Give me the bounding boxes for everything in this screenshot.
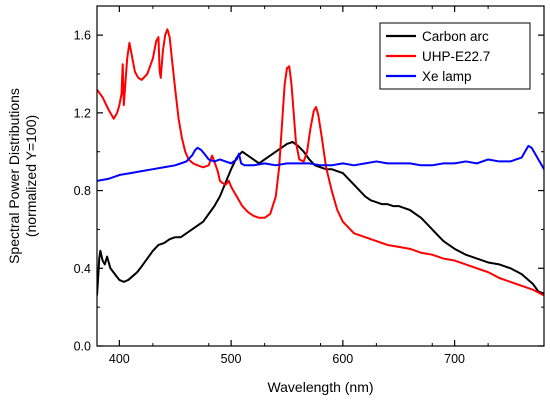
x-tick-label-400: 400 bbox=[109, 352, 130, 366]
ticks-layer: 400 500 600 700 0.0 0.4 0.8 1.2 1.6 bbox=[74, 6, 545, 366]
series-layer bbox=[97, 28, 544, 297]
y-axis-label-line-2: (normalized Y=100) bbox=[23, 115, 39, 237]
x-tick-label-700: 700 bbox=[444, 352, 465, 366]
y-axis-label-line-1: Spectral Power Distributions bbox=[6, 88, 22, 264]
y-tick-label-1.2: 1.2 bbox=[74, 106, 91, 120]
series-line-xe-lamp bbox=[97, 144, 544, 182]
legend-label-uhp: UHP-E22.7 bbox=[422, 49, 490, 64]
legend: Carbon arc UHP-E22.7 Xe lamp bbox=[379, 22, 531, 90]
series-line-carbon-arc bbox=[97, 141, 544, 296]
y-tick-label-1.6: 1.6 bbox=[74, 29, 91, 43]
x-tick-label-600: 600 bbox=[332, 352, 353, 366]
y-tick-label-0: 0.0 bbox=[74, 340, 91, 354]
x-tick-label-500: 500 bbox=[221, 352, 242, 366]
y-tick-label-0.8: 0.8 bbox=[74, 184, 91, 198]
legend-label-xe-lamp: Xe lamp bbox=[422, 69, 472, 84]
series-line-uhp-e22-7 bbox=[97, 28, 544, 297]
x-axis-label: Wavelength (nm) bbox=[267, 379, 373, 395]
y-tick-label-0.4: 0.4 bbox=[74, 262, 91, 276]
legend-label-carbon-arc: Carbon arc bbox=[422, 29, 489, 44]
